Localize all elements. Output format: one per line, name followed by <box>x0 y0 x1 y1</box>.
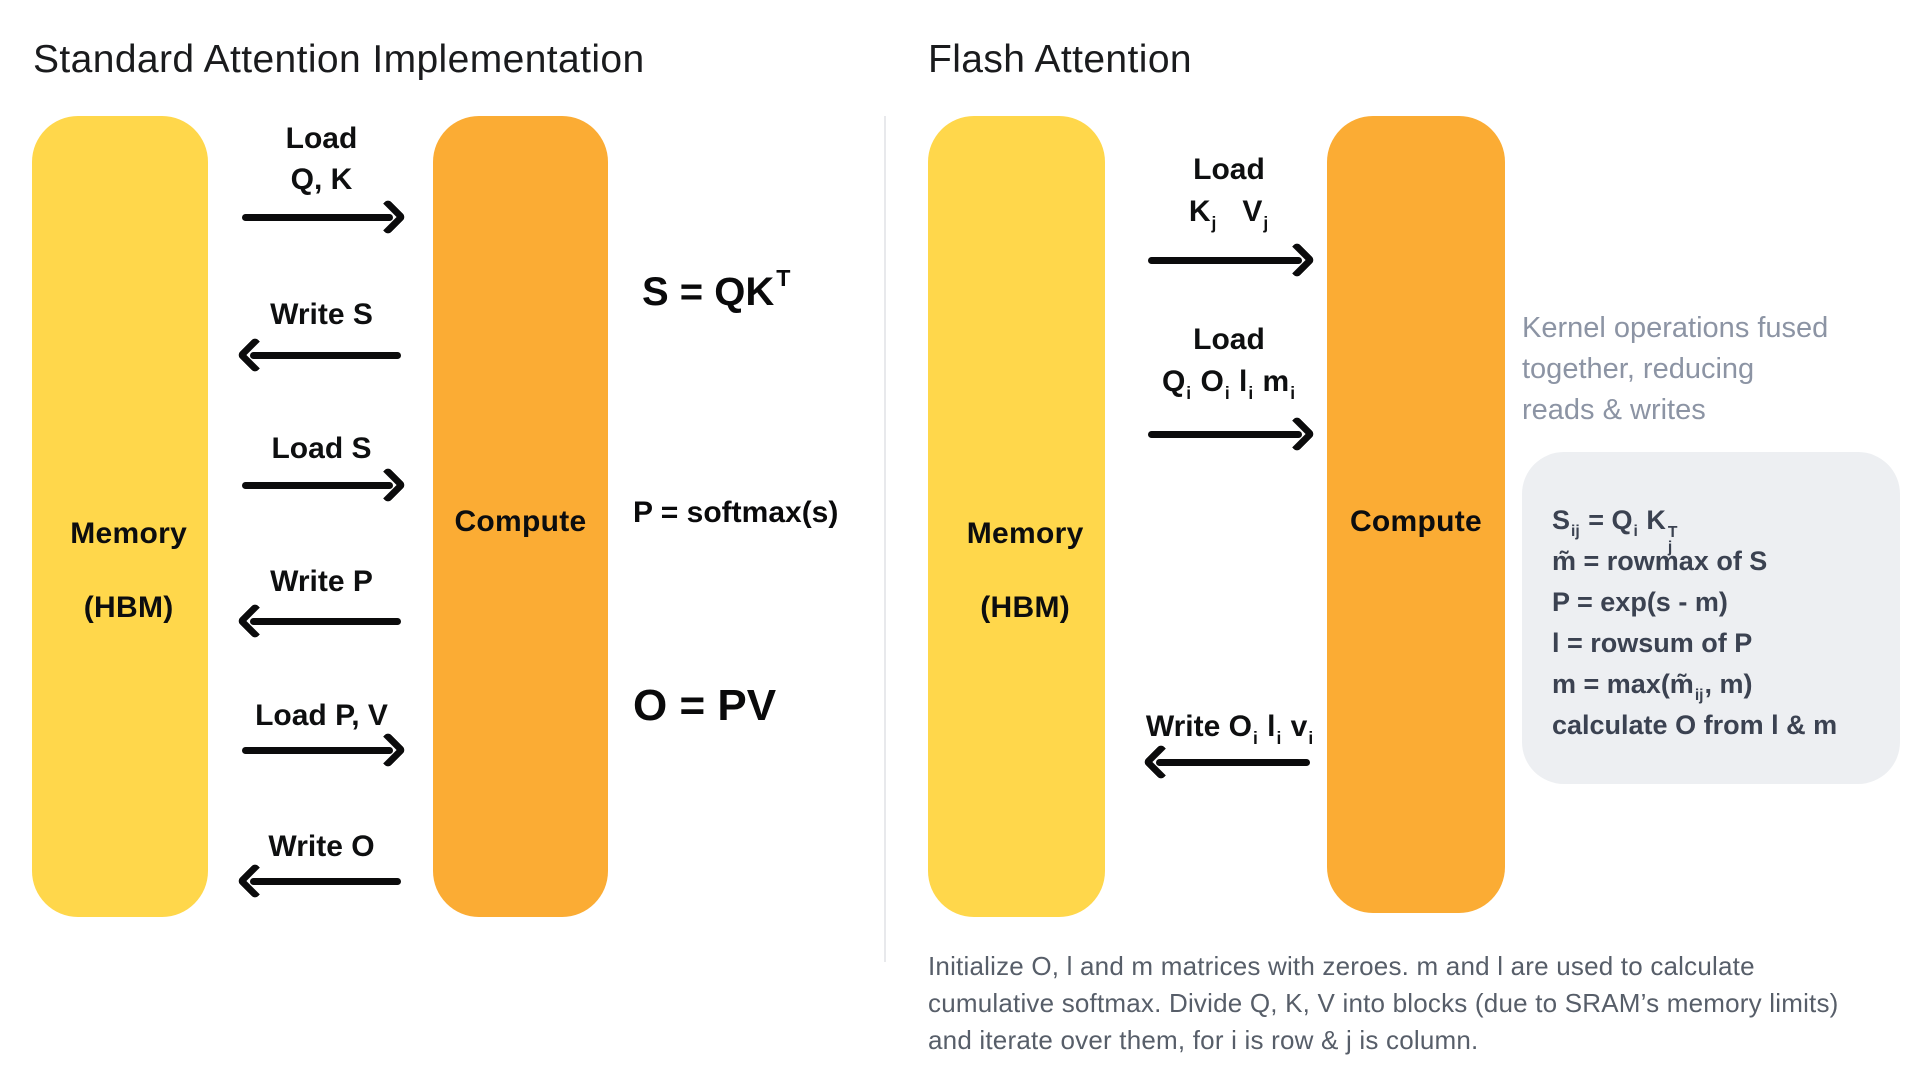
write-s-label: Write S <box>270 298 373 331</box>
note-line2: together, reducing <box>1522 353 1755 385</box>
load-qi-oi-li-mi-label-line1: Load <box>1193 323 1265 356</box>
load-qi-oi-li-mi-arrow <box>1146 415 1316 453</box>
footnote-line2: cumulative softmax. Divide Q, K, V into … <box>928 988 1839 1018</box>
flash-memory-box <box>928 116 1105 917</box>
arrowhead-left-icon <box>236 336 274 374</box>
memory-label-line1: Memory <box>966 517 1084 550</box>
standard-memory-label: Memory (HBM) <box>32 478 208 626</box>
load-qk-label-line2: Q, K <box>290 163 353 196</box>
load-kj-vj-label-line1: Load <box>1193 153 1265 186</box>
arrow-shaft <box>1156 759 1310 766</box>
standard-compute-label: Compute <box>454 505 587 538</box>
memory-label-line2: (HBM) <box>980 591 1071 624</box>
fused-kernel-formula-box <box>1522 452 1900 784</box>
flash-attention-title: Flash Attention <box>928 38 1192 81</box>
standard-memory-box <box>32 116 208 917</box>
load-pv-arrow <box>240 731 407 769</box>
flash-compute-label: Compute <box>1349 505 1483 538</box>
formula-o-pv: O = PV <box>633 681 777 730</box>
box-formula-calculate-o: calculate O from l & m <box>1552 710 1838 740</box>
write-o-label: Write O <box>268 830 375 863</box>
arrowhead-left-icon <box>1142 743 1180 781</box>
arrow-shaft <box>242 482 393 489</box>
arrowhead-right-icon <box>369 198 407 236</box>
box-formula-exp: P = exp(s - m) <box>1552 587 1728 617</box>
arrowhead-right-icon <box>369 466 407 504</box>
arrowhead-right-icon <box>369 731 407 769</box>
standard-compute-box <box>433 116 608 917</box>
arrowhead-right-icon <box>1278 415 1316 453</box>
footnote-line3: and iterate over them, for i is row & j … <box>928 1025 1479 1055</box>
arrow-shaft <box>242 747 393 754</box>
arrowhead-right-icon <box>1278 241 1316 279</box>
flash-memory-label: Memory (HBM) <box>928 478 1105 626</box>
memory-label-line1: Memory <box>70 517 188 550</box>
arrow-shaft <box>1148 431 1302 438</box>
kernel-fusion-note: Kernel operations fused together, reduci… <box>1522 308 1828 431</box>
flash-compute-box <box>1327 116 1505 913</box>
standard-attention-title: Standard Attention Implementation <box>33 38 645 81</box>
arrowhead-left-icon <box>236 602 274 640</box>
load-kj-vj-label-line2: Kj Vj <box>1188 195 1269 233</box>
load-qk-arrow <box>240 198 407 236</box>
note-line3: reads & writes <box>1522 394 1706 426</box>
box-formula-rowsum: l = rowsum of P <box>1552 628 1753 658</box>
write-oi-li-vi-arrow <box>1142 743 1312 781</box>
memory-label-line2: (HBM) <box>83 591 174 624</box>
write-s-arrow <box>236 336 403 374</box>
arrow-shaft <box>242 214 393 221</box>
box-formula-max: m = max(m̃ij, m) <box>1552 669 1753 705</box>
arrowhead-left-icon <box>236 862 274 900</box>
write-p-arrow <box>236 602 403 640</box>
note-line1: Kernel operations fused <box>1522 312 1829 344</box>
arrow-shaft <box>250 618 401 625</box>
formula-s-qkt: S = QKT <box>642 265 791 314</box>
panel-divider <box>884 116 886 962</box>
formula-p-softmax: P = softmax(s) <box>633 496 839 529</box>
arrow-shaft <box>1148 257 1302 264</box>
box-formula-rowmax: m̃ = rowmax of S <box>1552 546 1768 576</box>
load-s-arrow <box>240 466 407 504</box>
write-oi-li-vi-label: Write Oi li vi <box>1145 710 1314 748</box>
load-qi-oi-li-mi-label-line2: Qi Oi li mi <box>1161 365 1296 403</box>
load-s-label: Load S <box>271 432 372 465</box>
load-pv-label: Load P, V <box>255 699 388 732</box>
write-o-arrow <box>236 862 403 900</box>
load-kj-vj-arrow <box>1146 241 1316 279</box>
load-qk-label-line1: Load <box>285 122 358 155</box>
write-p-label: Write P <box>270 565 373 598</box>
flash-attention-footnote: Initialize O, l and m matrices with zero… <box>928 948 1839 1059</box>
arrow-shaft <box>250 352 401 359</box>
arrow-shaft <box>250 878 401 885</box>
footnote-line1: Initialize O, l and m matrices with zero… <box>928 951 1755 981</box>
